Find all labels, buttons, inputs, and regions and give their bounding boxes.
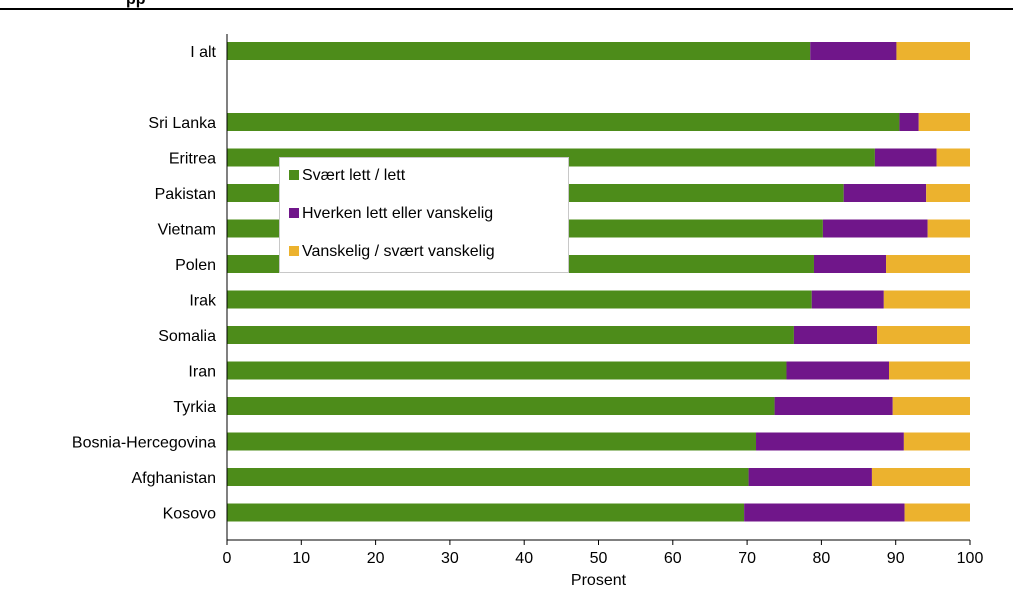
legend-label-2: Vanskelig / svært vanskelig: [302, 243, 495, 260]
header-fragment: pp: [126, 0, 146, 9]
bar-12-series-2: [904, 503, 970, 522]
bar-6-series-0: [227, 290, 812, 309]
category-label-1: Sri Lanka: [148, 115, 216, 132]
legend-item-0: Svært lett / lett: [289, 167, 405, 185]
x-tick-label-2: 20: [367, 550, 385, 567]
bar-2-series-2: [936, 148, 970, 167]
chart-legend: Svært lett / lett Hverken lett eller van…: [279, 157, 569, 273]
category-label-4: Vietnam: [158, 222, 216, 239]
category-label-6: Irak: [189, 293, 217, 310]
bar-8-series-1: [786, 361, 890, 380]
category-label-3: Pakistan: [155, 186, 216, 203]
bar-11-series-1: [748, 468, 872, 486]
category-label-2: Eritrea: [169, 151, 216, 168]
category-label-12: Kosovo: [163, 506, 216, 523]
legend-swatch-2: [289, 246, 299, 256]
x-tick-label-4: 40: [515, 550, 533, 567]
bar-8-series-0: [227, 361, 787, 380]
bar-0-series-1: [810, 42, 897, 60]
bar-0-series-2: [896, 42, 970, 60]
bar-10-series-2: [903, 432, 970, 451]
bar-11-series-0: [227, 468, 749, 486]
category-label-8: Iran: [188, 364, 216, 381]
bar-9-series-1: [774, 397, 893, 415]
category-label-7: Somalia: [158, 328, 216, 345]
top-rule: [0, 8, 1013, 10]
x-tick-label-8: 80: [813, 550, 831, 567]
bar-8-series-2: [889, 361, 970, 380]
bar-4-series-1: [822, 219, 928, 238]
legend-item-2: Vanskelig / svært vanskelig: [289, 243, 495, 261]
bar-9-series-2: [892, 397, 970, 415]
x-axis-title: Prosent: [571, 572, 627, 589]
bar-6-series-2: [883, 290, 970, 309]
bar-7-series-0: [227, 326, 794, 344]
bar-5-series-1: [813, 255, 887, 273]
x-tick-label-3: 30: [441, 550, 459, 567]
bar-6-series-1: [811, 290, 884, 309]
x-tick-label-0: 0: [223, 550, 232, 567]
legend-item-1: Hverken lett eller vanskelig: [289, 205, 493, 223]
bar-7-series-2: [877, 326, 970, 344]
bar-7-series-1: [793, 326, 878, 344]
legend-label-1: Hverken lett eller vanskelig: [302, 205, 494, 222]
category-label-9: Tyrkia: [173, 399, 216, 416]
category-label-10: Bosnia-Hercegovina: [72, 435, 216, 452]
bar-0-series-0: [227, 42, 811, 60]
bar-12-series-1: [744, 503, 905, 522]
x-tick-label-10: 100: [957, 550, 984, 567]
legend-swatch-0: [289, 170, 299, 180]
category-label-0: I alt: [190, 44, 216, 61]
category-label-11: Afghanistan: [131, 470, 216, 487]
bar-3-series-1: [843, 184, 927, 202]
bar-10-series-1: [756, 432, 904, 451]
category-label-5: Polen: [175, 257, 216, 274]
bar-3-series-2: [926, 184, 970, 202]
x-tick-label-6: 60: [664, 550, 682, 567]
bar-1-series-1: [899, 113, 919, 131]
bar-4-series-2: [927, 219, 970, 238]
bar-9-series-0: [227, 397, 775, 415]
legend-label-0: Svært lett / lett: [302, 167, 406, 184]
bar-1-series-0: [227, 113, 900, 131]
bar-2-series-1: [874, 148, 937, 167]
x-tick-label-1: 10: [292, 550, 310, 567]
x-tick-label-7: 70: [738, 550, 756, 567]
bar-10-series-0: [227, 432, 757, 451]
bar-1-series-2: [918, 113, 970, 131]
legend-swatch-1: [289, 208, 299, 218]
bar-12-series-0: [227, 503, 745, 522]
x-tick-label-5: 50: [590, 550, 608, 567]
bar-5-series-2: [886, 255, 970, 273]
bar-11-series-2: [871, 468, 970, 486]
x-tick-label-9: 90: [887, 550, 905, 567]
